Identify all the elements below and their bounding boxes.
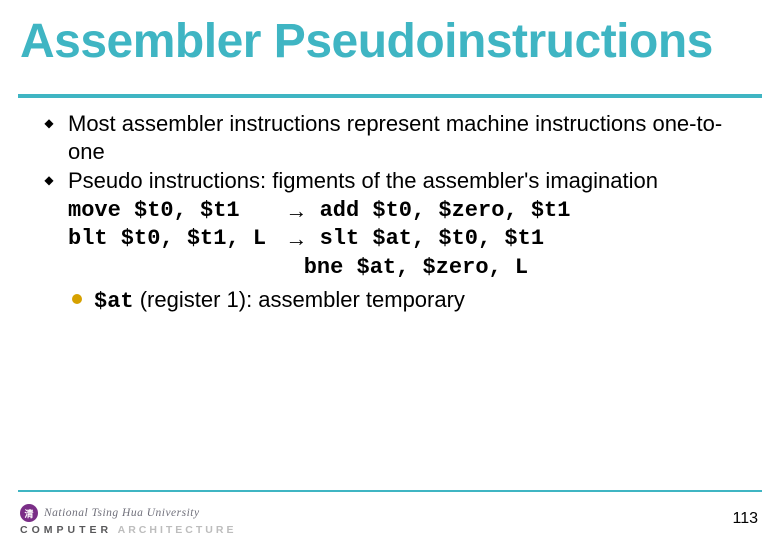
footer-branding: 清 National Tsing Hua University [20, 504, 200, 522]
bullet-item: ◆ Most assembler instructions represent … [44, 110, 750, 165]
register-name: $at [94, 289, 134, 314]
arrow-spacer [279, 254, 303, 283]
page-number: 113 [732, 510, 758, 528]
title-area: Assembler Pseudoinstructions [0, 0, 780, 98]
slide: Assembler Pseudoinstructions ◆ Most asse… [0, 0, 780, 540]
slide-title: Assembler Pseudoinstructions [20, 14, 713, 69]
sub-bullet-text: $at (register 1): assembler temporary [94, 286, 465, 316]
sub-bullet-item: $at (register 1): assembler temporary [72, 286, 750, 316]
diamond-icon: ◆ [44, 173, 54, 187]
bullet-text: Pseudo instructions: figments of the ass… [68, 167, 658, 195]
course-label: COMPUTER ARCHITECTURE [20, 524, 236, 536]
university-name: National Tsing Hua University [44, 507, 200, 519]
code-left [68, 254, 279, 283]
code-block: move $t0, $t1 → add $t0, $zero, $t1 blt … [68, 197, 750, 283]
logo-icon: 清 [20, 504, 38, 522]
arrow-icon: → [279, 197, 319, 226]
code-right: bne $at, $zero, L [304, 254, 528, 283]
dot-icon [72, 294, 82, 304]
footer-divider [18, 490, 762, 492]
code-row: blt $t0, $t1, L → slt $at, $t0, $t1 [68, 225, 750, 254]
code-right: slt $at, $t0, $t1 [320, 225, 544, 254]
content-area: ◆ Most assembler instructions represent … [44, 110, 750, 316]
arrow-icon: → [279, 225, 319, 254]
university-logo: 清 National Tsing Hua University [20, 504, 200, 522]
code-left: move $t0, $t1 [68, 197, 279, 226]
title-underline [18, 94, 762, 98]
diamond-icon: ◆ [44, 116, 54, 130]
code-row: move $t0, $t1 → add $t0, $zero, $t1 [68, 197, 750, 226]
bullet-text: Most assembler instructions represent ma… [68, 110, 750, 165]
course-word2: ARCHITECTURE [112, 524, 236, 536]
course-word1: COMPUTER [20, 524, 112, 536]
bullet-item: ◆ Pseudo instructions: figments of the a… [44, 167, 750, 195]
code-right: add $t0, $zero, $t1 [320, 197, 571, 226]
sub-bullet-rest: (register 1): assembler temporary [134, 287, 465, 312]
code-left: blt $t0, $t1, L [68, 225, 279, 254]
code-row: bne $at, $zero, L [68, 254, 750, 283]
